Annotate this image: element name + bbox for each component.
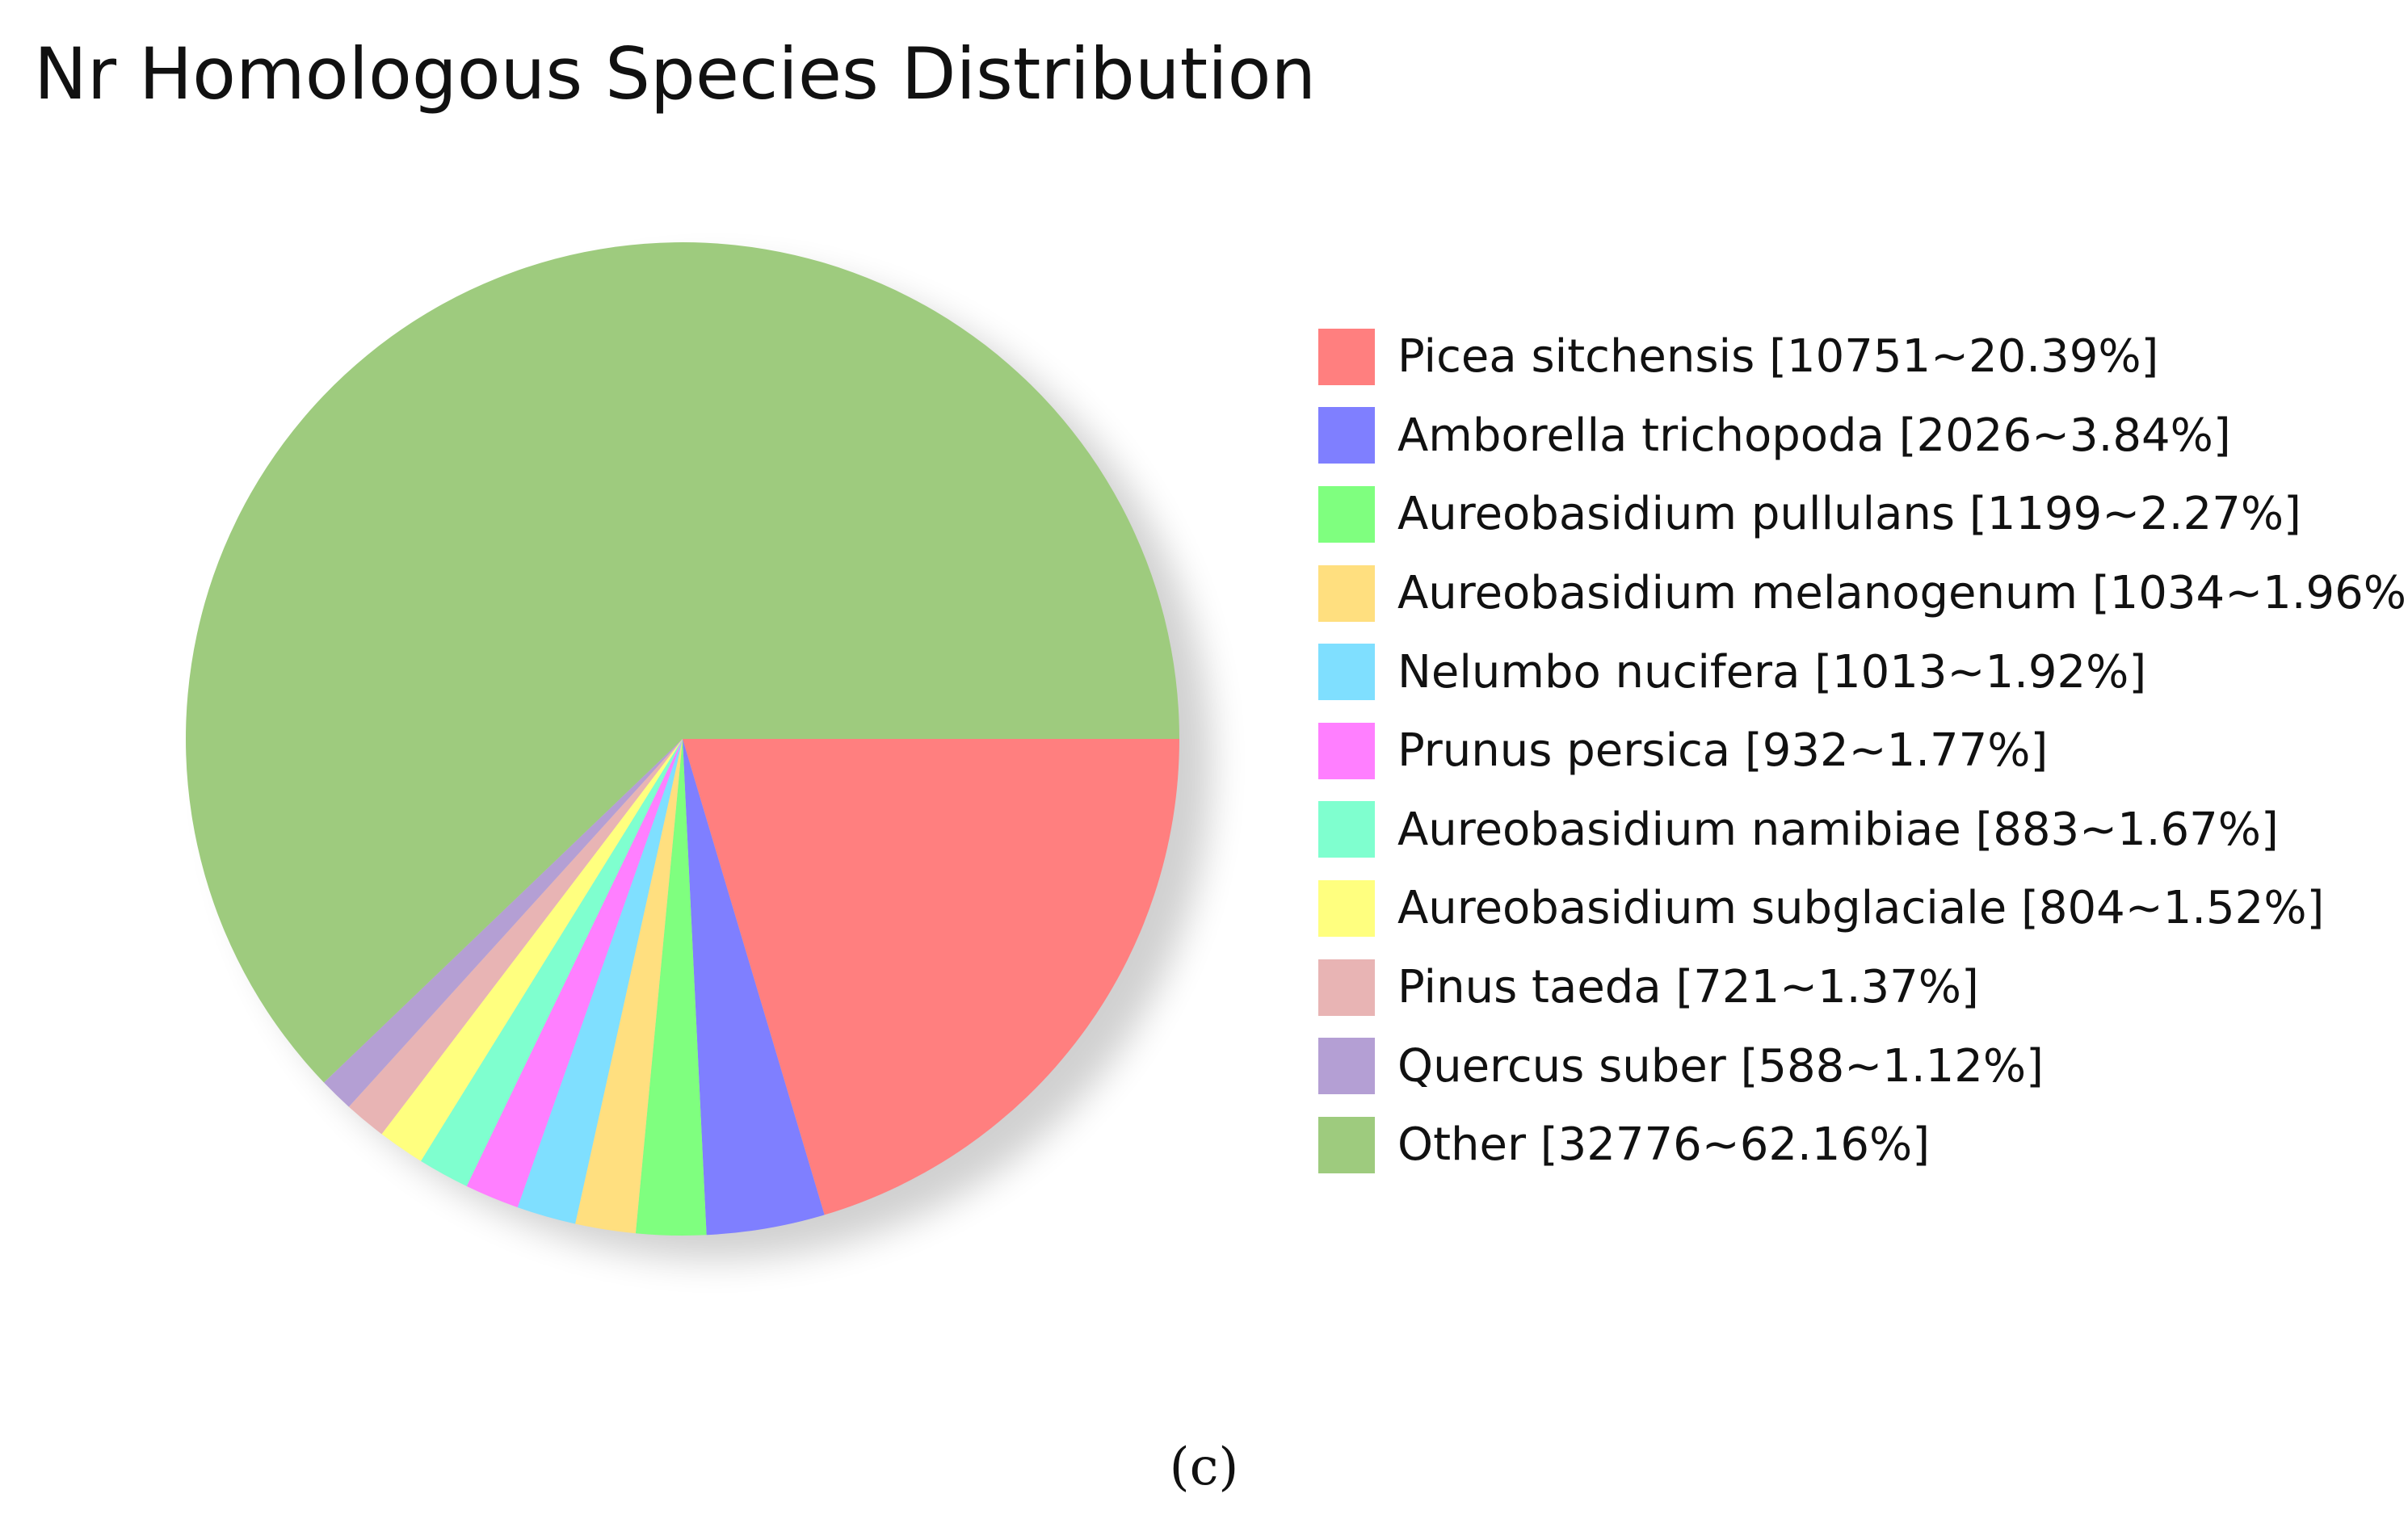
pie-slice-nelumbo-nucifera xyxy=(517,739,683,1224)
pie-slice-pinus-taeda xyxy=(348,739,683,1135)
legend-swatch xyxy=(1318,959,1375,1016)
legend-item: Prunus persica [932~1.77%] xyxy=(1318,711,2408,791)
legend-swatch xyxy=(1318,1038,1375,1095)
legend-item: Amborella trichopoda [2026~3.84%] xyxy=(1318,397,2408,476)
pie-slice-prunus-persica xyxy=(466,739,683,1208)
pie-slice-aureobasidium-pullulans xyxy=(635,739,707,1236)
legend-label: Nelumbo nucifera [1013~1.92%] xyxy=(1397,645,2147,699)
legend-label: Aureobasidium pullulans [1199~2.27%] xyxy=(1397,488,2301,541)
legend-item: Aureobasidium melanogenum [1034~1.96%] xyxy=(1318,554,2408,633)
legend: Picea sitchensis [10751~20.39%] Amborella… xyxy=(1318,317,2408,1185)
legend-item: Aureobasidium pullulans [1199~2.27%] xyxy=(1318,475,2408,554)
legend-swatch xyxy=(1318,328,1375,385)
legend-label: Amborella trichopoda [2026~3.84%] xyxy=(1397,409,2231,462)
legend-swatch xyxy=(1318,644,1375,701)
pie-slice-picea-sitchensis xyxy=(683,739,1179,1215)
legend-label: Other [32776~62.16%] xyxy=(1397,1118,1931,1172)
legend-label: Prunus persica [932~1.77%] xyxy=(1397,724,2049,778)
legend-item: Quercus suber [588~1.12%] xyxy=(1318,1026,2408,1106)
legend-item: Nelumbo nucifera [1013~1.92%] xyxy=(1318,632,2408,711)
legend-label: Pinus taeda [721~1.37%] xyxy=(1397,961,1979,1014)
figure-caption: (c) xyxy=(1169,1437,1239,1497)
legend-label: Aureobasidium namibiae [883~1.67%] xyxy=(1397,803,2279,856)
legend-item: Picea sitchensis [10751~20.39%] xyxy=(1318,317,2408,397)
legend-swatch xyxy=(1318,1116,1375,1173)
pie-slice-other xyxy=(185,241,1180,1083)
legend-swatch xyxy=(1318,485,1375,543)
legend-label: Quercus suber [588~1.12%] xyxy=(1397,1039,2044,1093)
pie-slice-aureobasidium-subglaciale xyxy=(381,739,683,1161)
pie-slice-quercus-suber xyxy=(323,739,683,1107)
legend-label: Aureobasidium subglaciale [804~1.52%] xyxy=(1397,882,2325,935)
legend-item: Pinus taeda [721~1.37%] xyxy=(1318,948,2408,1027)
pie-slice-aureobasidium-melanogenum xyxy=(575,739,683,1234)
legend-label: Picea sitchensis [10751~20.39%] xyxy=(1397,330,2159,384)
pie-slice-amborella-trichopoda xyxy=(683,739,825,1236)
legend-label: Aureobasidium melanogenum [1034~1.96%] xyxy=(1397,567,2408,620)
legend-swatch xyxy=(1318,879,1375,937)
legend-swatch xyxy=(1318,801,1375,858)
legend-swatch xyxy=(1318,407,1375,464)
legend-swatch xyxy=(1318,722,1375,779)
legend-item: Aureobasidium subglaciale [804~1.52%] xyxy=(1318,869,2408,948)
pie-slice-aureobasidium-namibiae xyxy=(421,739,683,1186)
pie-slices xyxy=(185,241,1180,1236)
legend-swatch xyxy=(1318,564,1375,622)
legend-item: Other [32776~62.16%] xyxy=(1318,1106,2408,1185)
chart-title: Nr Homologous Species Distribution xyxy=(34,32,1317,115)
legend-item: Aureobasidium namibiae [883~1.67%] xyxy=(1318,791,2408,870)
